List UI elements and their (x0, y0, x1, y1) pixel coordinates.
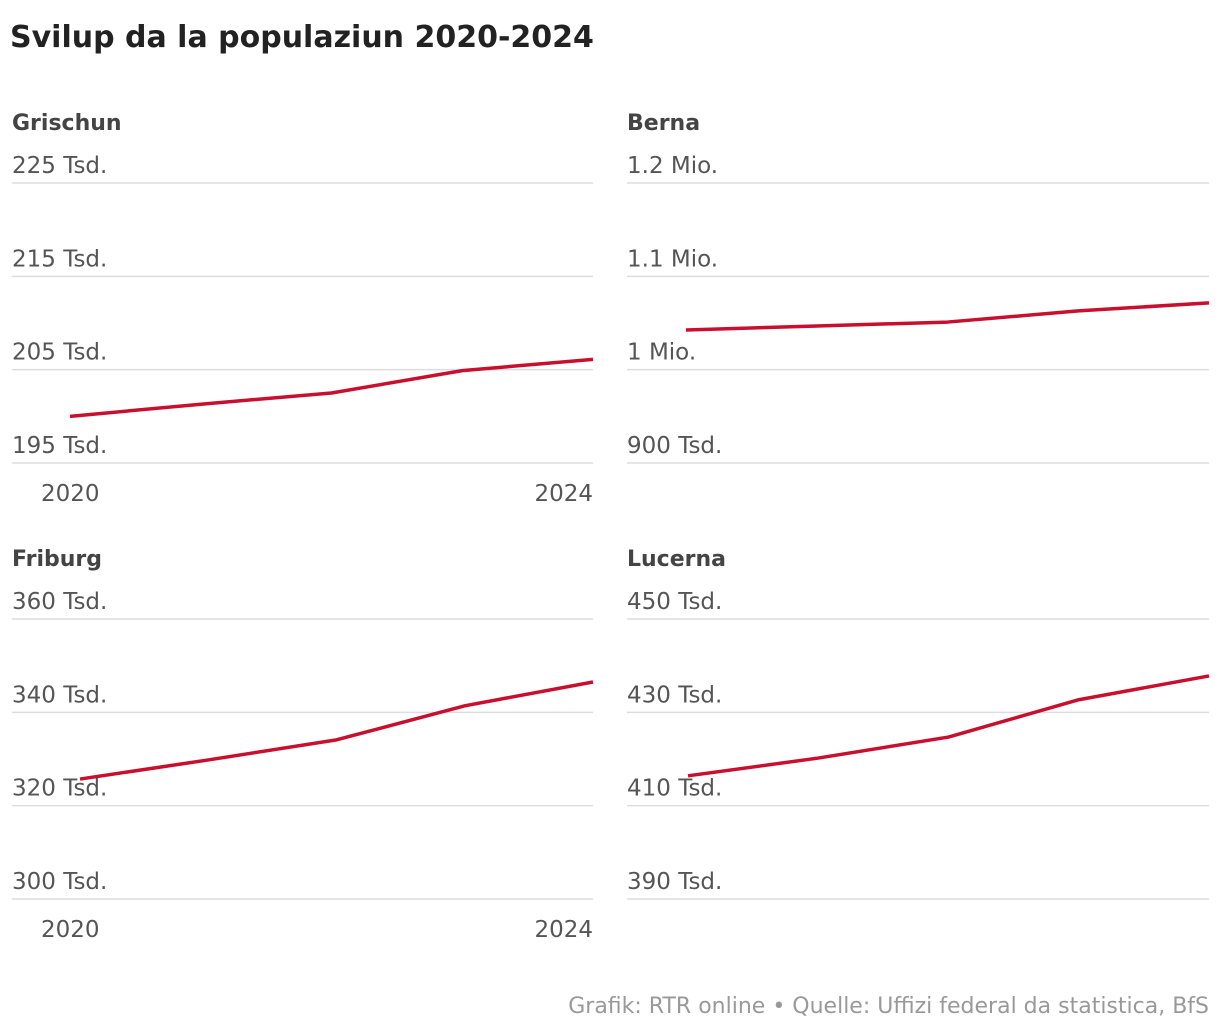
panel-title: Lucerna (627, 547, 726, 572)
x-tick-label: 2020 (41, 481, 100, 507)
x-tick-label: 2024 (534, 917, 593, 943)
series-line (685, 301, 1210, 332)
y-tick-label: 410 Tsd. (627, 776, 722, 802)
source-footer: Grafik: RTR online • Quelle: Uffizi fede… (568, 994, 1209, 1019)
y-tick-label: 340 Tsd. (12, 682, 107, 708)
y-tick-label: 300 Tsd. (12, 869, 107, 895)
y-tick-label: 360 Tsd. (12, 589, 107, 615)
y-tick-label: 225 Tsd. (12, 153, 107, 179)
y-tick-label: 450 Tsd. (627, 589, 722, 615)
panel-grischun: Grischun 225 Tsd. 215 Tsd. 205 Tsd. 195 Tsd.… (12, 111, 594, 507)
y-tick-label: 1.1 Mio. (627, 246, 718, 272)
series-line (69, 357, 594, 419)
chart-title: Svilup da la populaziun 2020-2024 (10, 20, 594, 55)
panel-berna: Berna 1.2 Mio. 1.1 Mio. 1 Mio. 900 Tsd. (627, 111, 1210, 464)
y-tick-label: 215 Tsd. (12, 246, 107, 272)
y-tick-label: 1 Mio. (627, 340, 696, 366)
panel-title: Grischun (12, 111, 122, 136)
panel-lucerna: Lucerna 450 Tsd. 430 Tsd. 410 Tsd. 390 Tsd. (627, 547, 1210, 900)
panel-friburg: Friburg 360 Tsd. 340 Tsd. 320 Tsd. 300 Tsd. 2… (12, 547, 594, 943)
y-tick-label: 900 Tsd. (627, 433, 722, 459)
y-tick-label: 195 Tsd. (12, 433, 107, 459)
y-tick-label: 1.2 Mio. (627, 153, 718, 179)
series-line (687, 674, 1210, 778)
y-tick-label: 430 Tsd. (627, 682, 722, 708)
panel-title: Berna (627, 111, 700, 136)
x-tick-label: 2024 (534, 481, 593, 507)
series-line (79, 680, 594, 781)
panel-title: Friburg (12, 547, 102, 572)
y-tick-label: 390 Tsd. (627, 869, 722, 895)
y-tick-label: 205 Tsd. (12, 340, 107, 366)
y-tick-label: 320 Tsd. (12, 776, 107, 802)
x-tick-label: 2020 (41, 917, 100, 943)
